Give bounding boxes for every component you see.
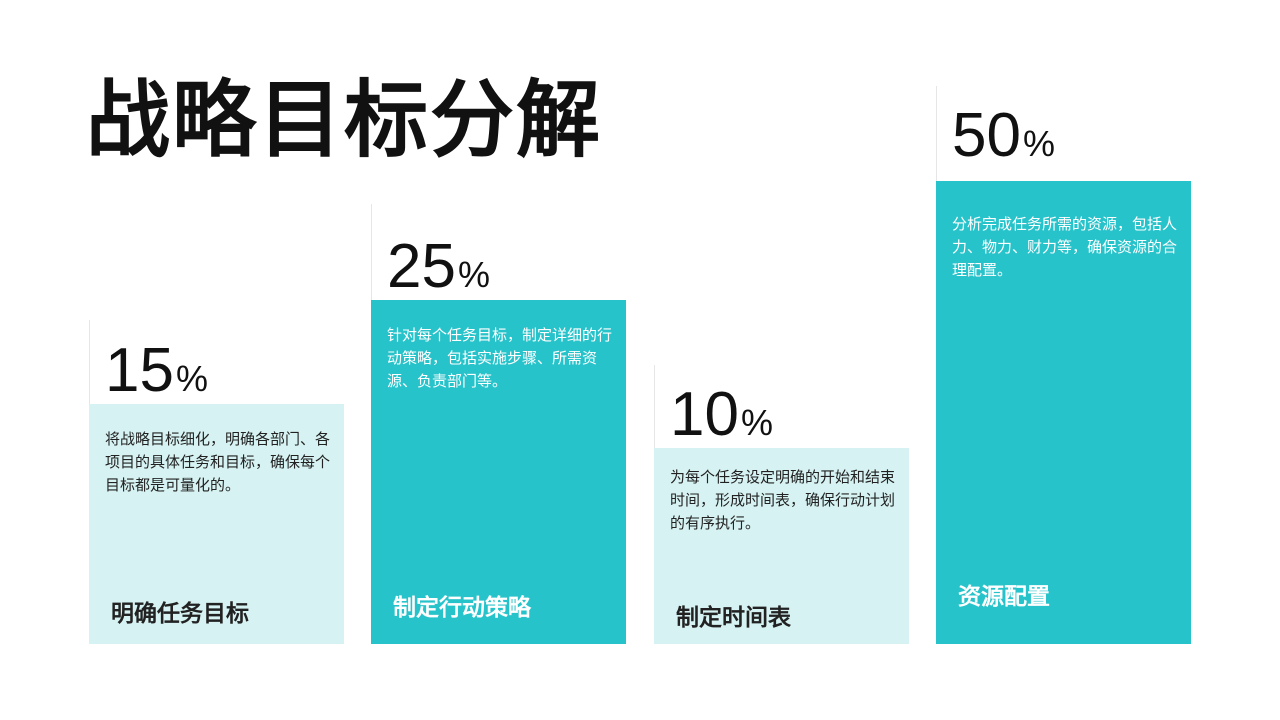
card-box: 分析完成任务所需的资源，包括人力、物力、财力等，确保资源的合理配置。 资源配置 (936, 181, 1191, 644)
percent-symbol: % (175, 358, 208, 399)
percent-area: 50% (936, 86, 1191, 181)
percent-area: 10% (654, 365, 909, 448)
card-box: 为每个任务设定明确的开始和结束时间，形成时间表，确保行动计划的有序执行。 制定时… (654, 448, 909, 644)
percent-symbol: % (457, 254, 490, 295)
card-box: 针对每个任务目标，制定详细的行动策略，包括实施步骤、所需资源、负责部门等。 制定… (371, 300, 626, 644)
percent-number: 10 (670, 380, 739, 449)
percent-area: 15% (89, 320, 344, 404)
slide-title: 战略目标分解 (86, 71, 603, 169)
percent-value: 10% (670, 384, 773, 446)
card-label: 资源配置 (958, 584, 1050, 610)
card-label: 制定时间表 (676, 605, 791, 631)
percent-symbol: % (1022, 123, 1055, 164)
divider-line (936, 86, 937, 181)
card-resource-allocation: 50% 分析完成任务所需的资源，包括人力、物力、财力等，确保资源的合理配置。 资… (936, 86, 1191, 644)
card-timeline: 10% 为每个任务设定明确的开始和结束时间，形成时间表，确保行动计划的有序执行。… (654, 365, 909, 644)
divider-line (371, 204, 372, 300)
percent-symbol: % (740, 402, 773, 443)
divider-line (654, 365, 655, 448)
card-description: 分析完成任务所需的资源，包括人力、物力、财力等，确保资源的合理配置。 (952, 215, 1178, 279)
percent-area: 25% (371, 204, 626, 300)
card-box: 将战略目标细化，明确各部门、各项目的具体任务和目标，确保每个目标都是可量化的。 … (89, 404, 344, 644)
card-description: 为每个任务设定明确的开始和结束时间，形成时间表，确保行动计划的有序执行。 (670, 468, 896, 532)
percent-number: 25 (387, 232, 456, 301)
card-description: 将战略目标细化，明确各部门、各项目的具体任务和目标，确保每个目标都是可量化的。 (105, 430, 331, 494)
card-description: 针对每个任务目标，制定详细的行动策略，包括实施步骤、所需资源、负责部门等。 (387, 326, 613, 390)
percent-number: 50 (952, 101, 1021, 170)
card-label: 制定行动策略 (393, 595, 531, 621)
card-task-goals: 15% 将战略目标细化，明确各部门、各项目的具体任务和目标，确保每个目标都是可量… (89, 320, 344, 644)
percent-value: 50% (952, 105, 1055, 167)
percent-value: 15% (105, 340, 208, 402)
percent-value: 25% (387, 236, 490, 298)
card-label: 明确任务目标 (111, 601, 249, 627)
percent-number: 15 (105, 336, 174, 405)
card-action-strategy: 25% 针对每个任务目标，制定详细的行动策略，包括实施步骤、所需资源、负责部门等… (371, 204, 626, 644)
divider-line (89, 320, 90, 404)
